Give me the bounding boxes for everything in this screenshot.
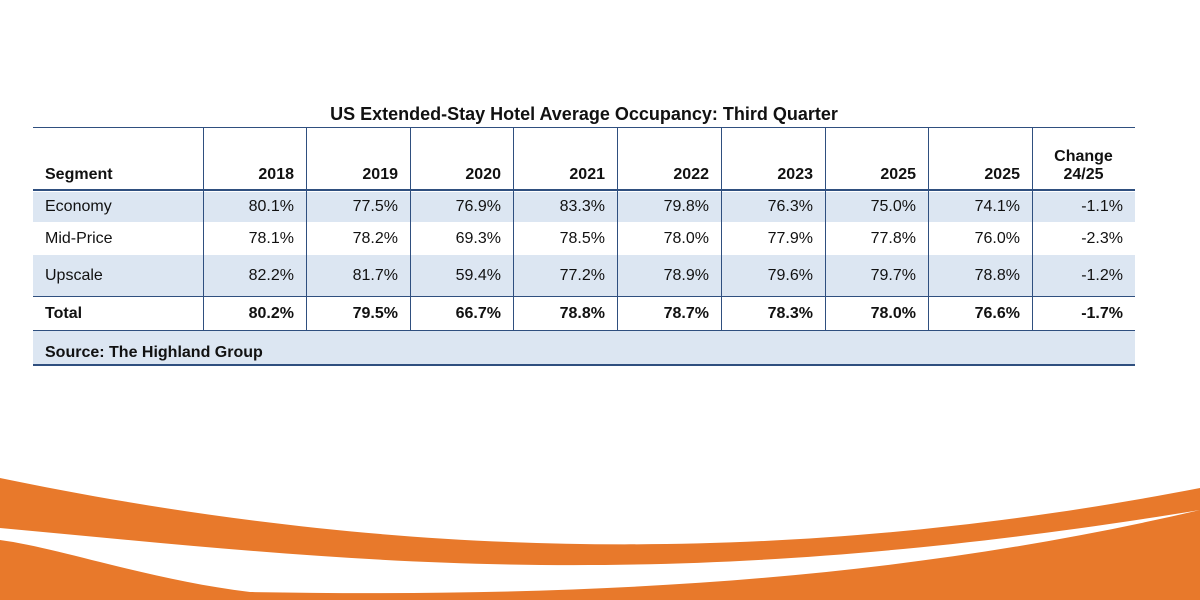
table-cell: 76.9% [455,198,501,215]
table-cell: 78.9% [663,266,709,284]
column-line [410,127,411,330]
header-cell: 2022 [673,166,709,183]
column-line [1032,127,1033,330]
table-cell: 78.2% [352,229,398,247]
table-cell: Upscale [45,266,103,284]
table-cell: 79.6% [767,266,813,284]
table-cell: 78.0% [870,305,916,322]
rule-line [33,189,1135,191]
table-cell: 76.0% [974,229,1020,247]
white-curve [0,510,1200,594]
rule-line [33,127,1135,128]
row-band [33,192,1135,222]
table-cell: 77.2% [559,266,605,284]
table-cell: 59.4% [455,266,501,284]
table-cell: Total [45,305,83,322]
column-line [617,127,618,330]
source-note: Source: The Highland Group [45,344,263,361]
source-band [33,330,1135,365]
table-cell: 76.3% [767,198,813,215]
header-cell: Change 24/25 [1054,148,1113,183]
table-cell: 78.8% [974,266,1020,284]
column-line [928,127,929,330]
rule-line [33,296,1135,297]
table-cell: -1.2% [1081,266,1123,284]
table-cell: 76.6% [974,305,1020,322]
table-cell: -1.7% [1081,305,1123,322]
rule-line [33,364,1135,366]
table-cell: 79.8% [663,198,709,215]
column-line [306,127,307,330]
header-cell: 2023 [777,166,813,183]
table-cell: 74.1% [974,198,1020,215]
column-line [825,127,826,330]
table-cell: 78.3% [767,305,813,322]
table-cell: 80.2% [248,305,294,322]
table-cell: 77.9% [767,229,813,247]
table-cell: 69.3% [455,229,501,247]
table-cell: 75.0% [870,198,916,215]
table-cell: 78.1% [248,229,294,247]
table-cell: 81.7% [352,266,398,284]
table-cell: 82.2% [248,266,294,284]
table-cell: 80.1% [248,198,294,215]
column-line [203,127,204,330]
column-line [721,127,722,330]
row-band [33,255,1135,296]
header-cell: 2018 [258,166,294,183]
table-cell: Mid-Price [45,229,113,247]
table-cell: 79.7% [870,266,916,284]
header-cell: 2021 [569,166,605,183]
header-cell: 2025 [984,166,1020,183]
table-cell: 77.8% [870,229,916,247]
table-cell: 78.5% [559,229,605,247]
table-cell: 77.5% [352,198,398,215]
header-cell: 2020 [465,166,501,183]
table-cell: 83.3% [559,198,605,215]
table-cell: 78.8% [559,305,605,322]
table-cell: -2.3% [1081,229,1123,247]
table-cell: 79.5% [352,305,398,322]
table-title: US Extended-Stay Hotel Average Occupancy… [330,104,838,124]
rule-line [33,330,1135,331]
table-cell: 66.7% [455,305,501,322]
table-cell: 78.0% [663,229,709,247]
table-cell: -1.1% [1081,198,1123,215]
column-line [513,127,514,330]
header-cell: 2019 [362,166,398,183]
table-cell: 78.7% [663,305,709,322]
header-cell: 2025 [880,166,916,183]
header-cell: Segment [45,166,113,183]
table-cell: Economy [45,198,112,215]
